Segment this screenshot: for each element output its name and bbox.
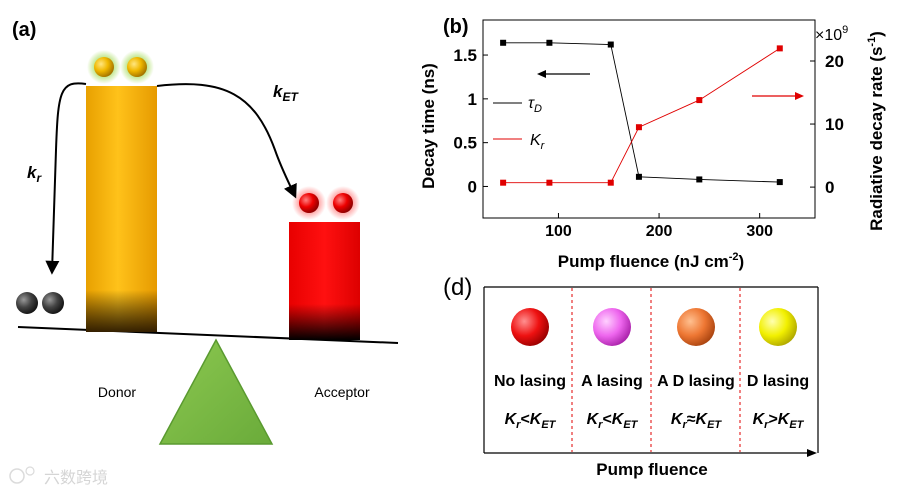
donor-excited-ball — [94, 57, 114, 77]
right-axis-multiplier: ×109 — [815, 24, 848, 44]
ket-arrow — [156, 83, 297, 199]
left-y-tick-label: 1.5 — [453, 46, 477, 65]
ground-state-ball — [42, 292, 64, 314]
panel-d: (d) No lasing Kr<KET A lasing Kr<KET A D las… — [443, 274, 819, 479]
plot-frame — [482, 19, 816, 219]
acceptor-label: Acceptor — [314, 384, 370, 400]
panel-b: (b) 100 200 300 0 0.5 1 1.5 0 10 20 τD Kr ×109 Pu… — [419, 16, 886, 271]
data-point-kr — [546, 179, 553, 186]
state-ball — [759, 308, 797, 346]
legend-tau-label: τD — [528, 95, 542, 115]
data-point-tau — [607, 41, 614, 48]
data-point-kr — [500, 179, 507, 186]
panel-d-axis-arrowhead — [807, 449, 817, 457]
rate-relation: Kr>KET — [753, 411, 805, 431]
right-y-axis-label: Radiative decay rate (s-1) — [866, 31, 886, 231]
left-y-tick-label: 0 — [468, 177, 477, 196]
series-line-kr — [503, 47, 781, 184]
data-point-tau — [500, 39, 507, 46]
right-y-tick-label: 10 — [825, 115, 844, 134]
watermark-logo-icon — [9, 468, 25, 484]
left-axis-arrowhead — [537, 70, 546, 78]
state-label: A lasing — [581, 373, 643, 390]
data-point-kr — [635, 124, 642, 131]
acceptor-bar-shadow — [289, 304, 360, 340]
watermark-logo-icon — [25, 466, 35, 476]
x-tick-label: 100 — [545, 223, 572, 240]
data-point-tau — [696, 176, 703, 183]
state-label: No lasing — [494, 373, 566, 390]
fulcrum-triangle — [158, 338, 274, 445]
panel-d-xlabel: Pump fluence — [596, 460, 707, 479]
donor-bar-shadow — [86, 290, 157, 332]
x-tick-label: 200 — [646, 223, 673, 240]
left-y-tick-label: 0.5 — [453, 134, 477, 153]
panel-b-label: (b) — [443, 16, 469, 38]
state-ball — [593, 308, 631, 346]
left-y-axis-label: Decay time (ns) — [419, 63, 438, 189]
panel-a-label: (a) — [12, 19, 36, 41]
data-point-kr — [776, 45, 783, 52]
panel-d-label: (d) — [443, 274, 472, 301]
legend-kr-label: Kr — [530, 132, 546, 152]
rate-relation: Kr<KET — [587, 411, 639, 431]
state-ball — [511, 308, 549, 346]
series-line-tau — [503, 42, 780, 183]
donor-excited-ball — [127, 57, 147, 77]
x-axis-label: Pump fluence (nJ cm-2) — [558, 251, 744, 271]
panel-a: (a) kr kET Donor Acceptor — [12, 19, 399, 445]
rate-relation: Kr<KET — [505, 411, 557, 431]
data-point-tau — [776, 179, 783, 186]
state-label: A D lasing — [657, 373, 735, 390]
ket-label: kET — [273, 82, 299, 104]
donor-label: Donor — [98, 384, 136, 400]
data-point-tau — [546, 39, 553, 46]
panel-d-columns: No lasing Kr<KET A lasing Kr<KET A D lasing K… — [494, 288, 809, 452]
ground-state-ball — [16, 292, 38, 314]
kr-arrow — [45, 82, 87, 275]
kr-label: kr — [27, 163, 42, 185]
chart-area: 100 200 300 0 0.5 1 1.5 0 10 20 — [453, 39, 844, 240]
acceptor-excited-ball — [333, 193, 353, 213]
watermark-text: 六数跨境 — [44, 468, 108, 487]
acceptor-excited-ball — [299, 193, 319, 213]
right-y-tick-label: 20 — [825, 52, 844, 71]
left-y-tick-label: 1 — [468, 90, 477, 109]
right-y-tick-label: 0 — [825, 178, 834, 197]
x-tick-label: 300 — [746, 223, 773, 240]
state-label: D lasing — [747, 373, 809, 390]
data-point-tau — [635, 173, 642, 180]
watermark: 六数跨境 — [9, 466, 108, 487]
state-ball — [677, 308, 715, 346]
data-point-kr — [607, 179, 614, 186]
rate-relation: Kr≈KET — [671, 411, 723, 431]
right-axis-arrowhead — [795, 92, 804, 100]
data-point-kr — [696, 97, 703, 104]
balance-beam — [17, 326, 399, 344]
